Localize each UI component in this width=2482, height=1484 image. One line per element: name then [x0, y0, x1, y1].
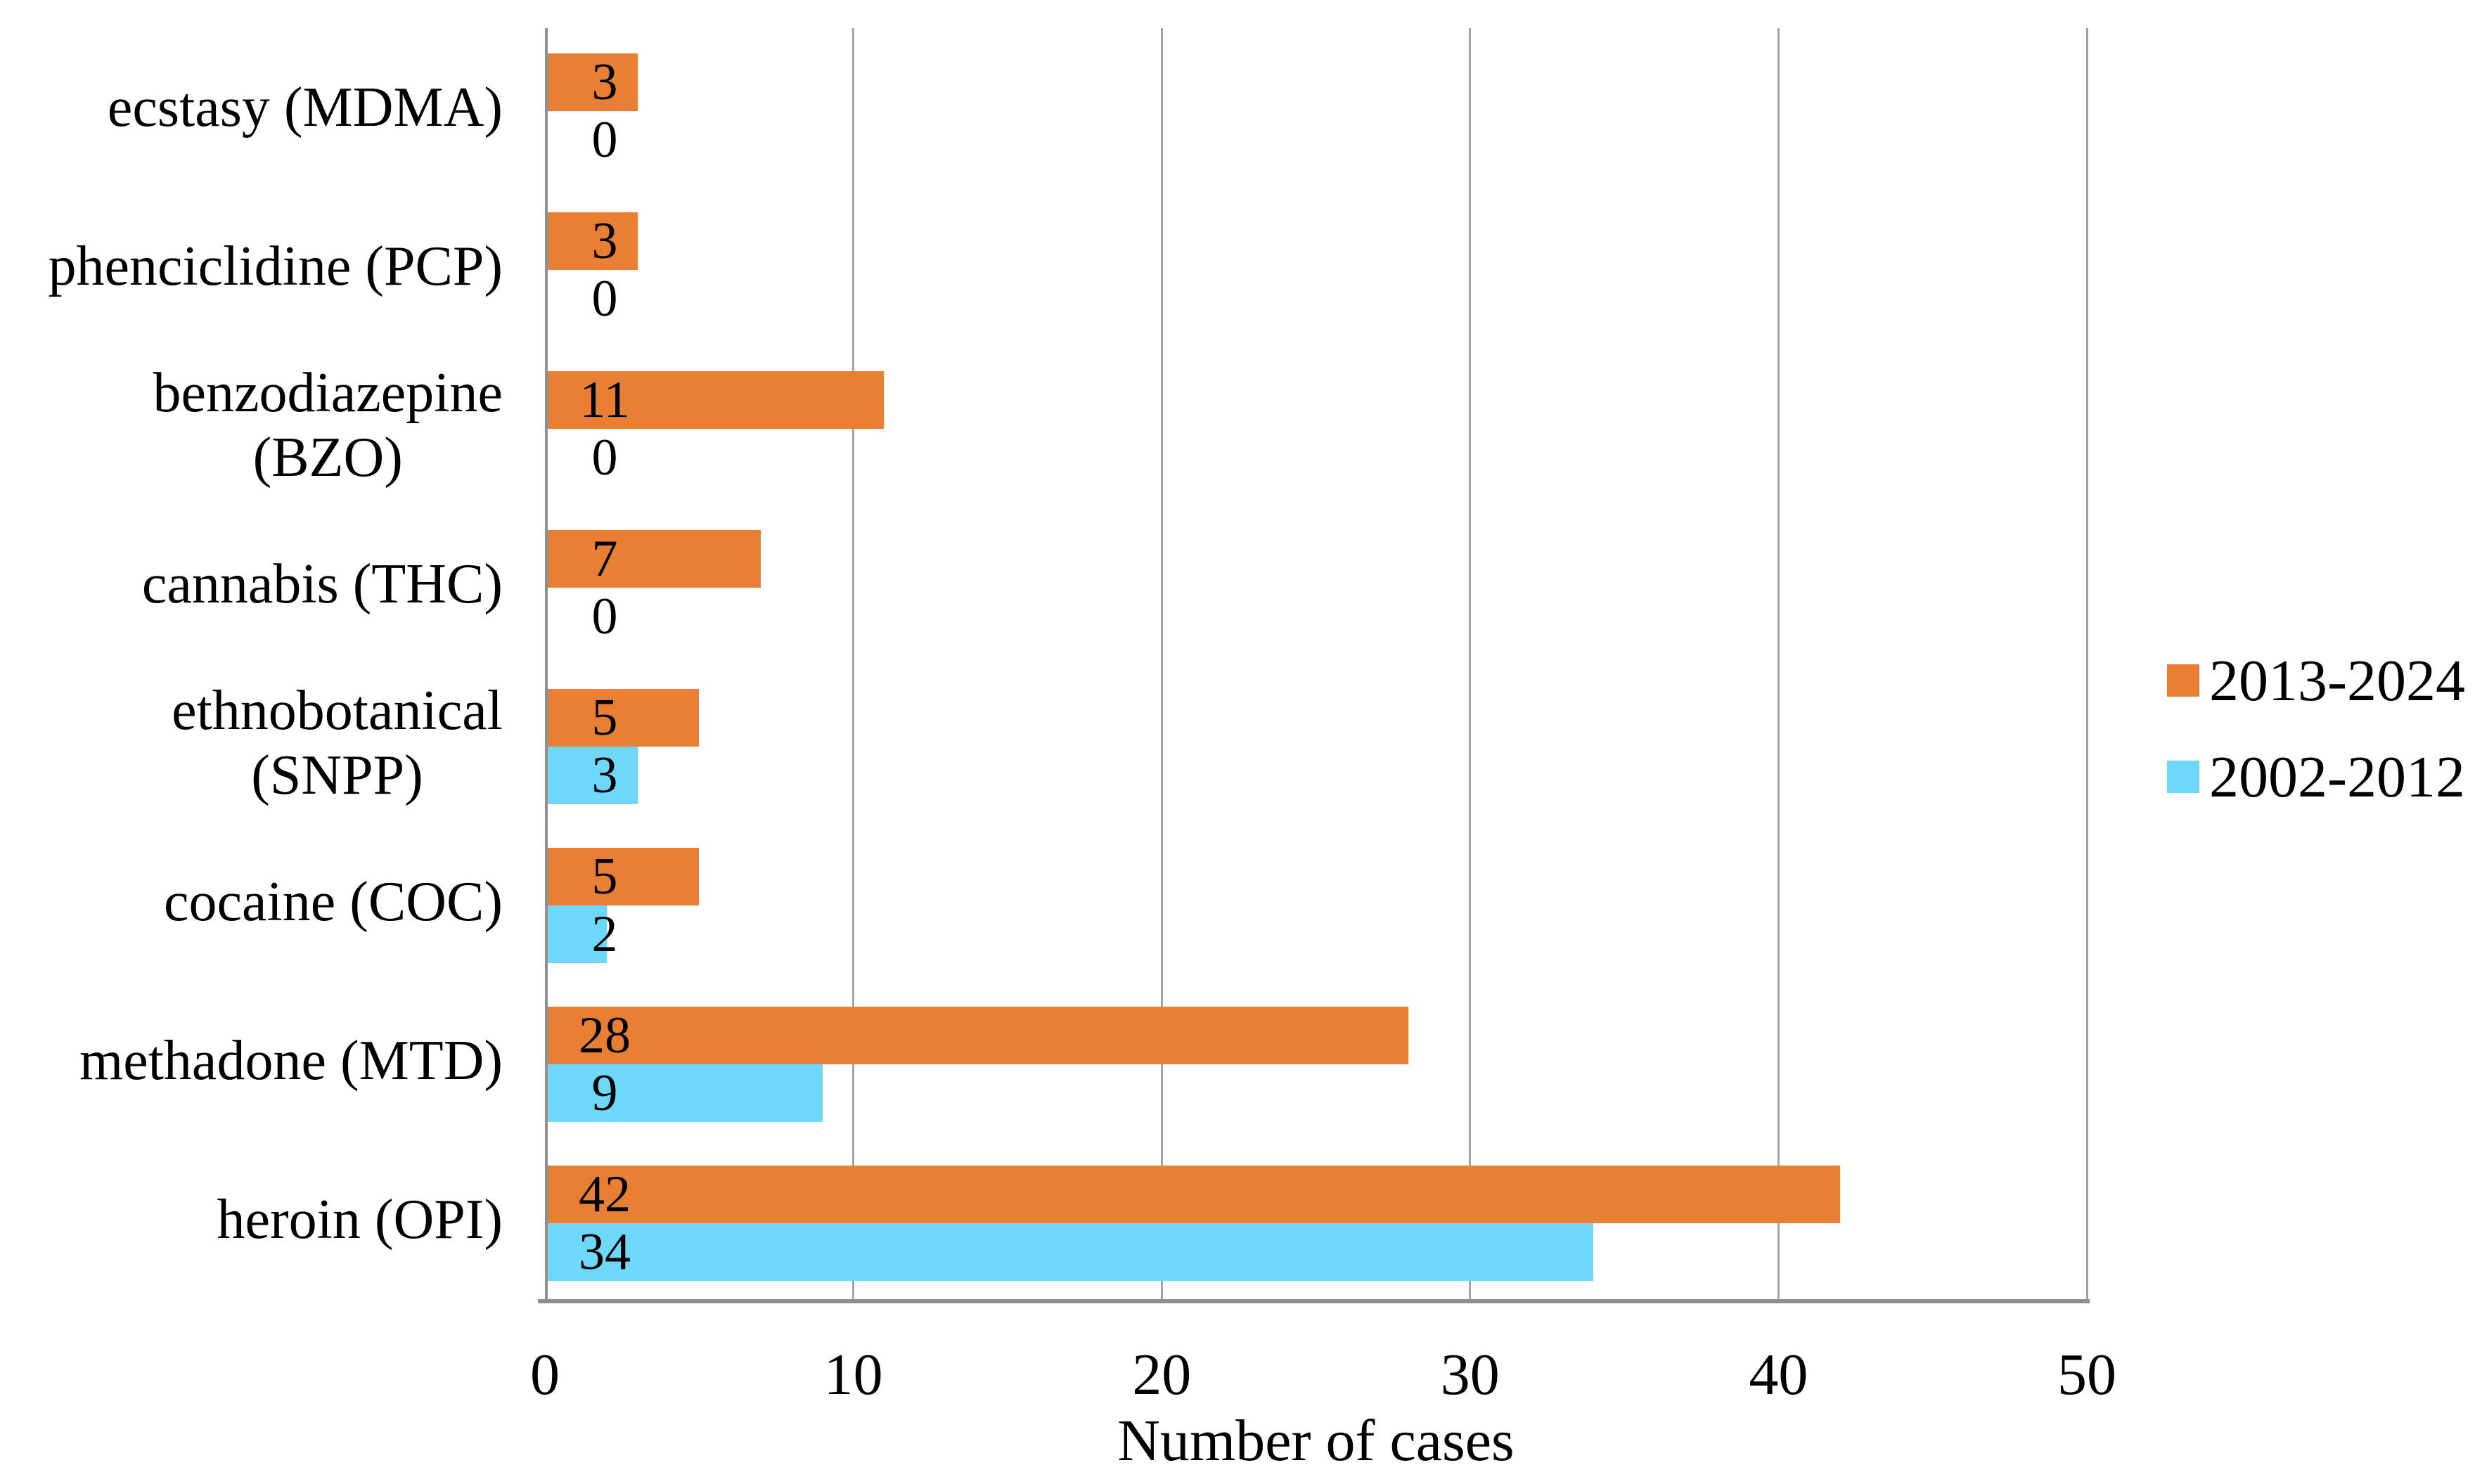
bar-2013-2024 — [545, 1007, 1408, 1064]
bar-2013-2024 — [545, 212, 638, 270]
bar-value-label: 28 — [579, 1007, 631, 1064]
gridline — [1777, 28, 1780, 1299]
bar-2013-2024 — [545, 1166, 1840, 1223]
legend-label: 2002-2012 — [2209, 744, 2465, 810]
category-label-line: cocaine (COC) — [163, 871, 503, 933]
bar-value-label: 0 — [591, 111, 618, 169]
bar-value-label: 2 — [591, 905, 618, 963]
category-label-line: methadone (MTD) — [79, 1030, 503, 1092]
category-label: heroin (OPI) — [217, 1140, 503, 1299]
x-axis-tick-label: 20 — [1132, 1342, 1192, 1407]
bar-value-label: 7 — [591, 530, 618, 588]
x-axis-tick-label: 50 — [2057, 1342, 2116, 1407]
bar-value-label: 0 — [591, 429, 618, 486]
x-axis-tick-label: 0 — [530, 1342, 560, 1407]
bar-2013-2024 — [545, 689, 699, 747]
plot-area: 3 0 3 0 11 0 7 0 5 3 5 2 28 9 42 34 — [545, 28, 2088, 1299]
bar-2002-2012 — [545, 1064, 823, 1122]
legend-item: 2002-2012 — [2167, 743, 2465, 811]
category-label: cocaine (COC) — [164, 822, 503, 981]
category-label-line: ecstasy (MDMA) — [107, 77, 503, 138]
bar-value-label: 3 — [591, 747, 618, 804]
bar-value-label: 0 — [591, 270, 618, 328]
category-label: cannabis (THC) — [142, 505, 503, 664]
bar-value-label: 3 — [591, 212, 618, 270]
bar-2013-2024 — [545, 848, 699, 905]
category-label: ecstasy (MDMA) — [108, 28, 503, 187]
legend-swatch-2002-2012 — [2167, 761, 2199, 793]
x-axis-tick-label: 10 — [823, 1342, 883, 1407]
category-label-line: cannabis (THC) — [141, 553, 503, 615]
category-label-line: (BZO) — [252, 427, 403, 489]
x-axis-tick-label: 30 — [1440, 1342, 1500, 1407]
bar-value-label: 0 — [591, 588, 618, 645]
bar-value-label: 34 — [579, 1223, 631, 1281]
bar-value-label: 9 — [591, 1064, 618, 1122]
category-label-line: (SNPP) — [251, 744, 423, 806]
gridline — [2085, 28, 2088, 1299]
y-axis-line — [545, 28, 548, 1303]
gridline — [1160, 28, 1163, 1299]
bar-value-label: 42 — [579, 1166, 631, 1223]
category-label-line: phenciclidine (PCP) — [48, 235, 503, 297]
category-label: benzodiazepine (BZO) — [153, 346, 503, 505]
bar-2013-2024 — [545, 530, 761, 588]
bar-2013-2024 — [545, 53, 638, 111]
bar-value-label: 5 — [591, 848, 618, 905]
x-axis-tick-label: 40 — [1749, 1342, 1808, 1407]
legend-swatch-2013-2024 — [2167, 664, 2199, 697]
x-axis-title: Number of cases — [1117, 1408, 1515, 1473]
bar-2002-2012 — [545, 747, 638, 804]
category-label-line: ethnobotanical — [172, 680, 503, 742]
category-label: methadone (MTD) — [79, 981, 503, 1140]
legend: 2013-2024 2002-2012 — [2167, 0, 2482, 1484]
bar-2002-2012 — [545, 1223, 1593, 1281]
category-label-line: heroin (OPI) — [217, 1189, 503, 1251]
legend-label: 2013-2024 — [2209, 647, 2465, 714]
gridline — [852, 28, 855, 1299]
bar-2002-2012 — [545, 905, 607, 963]
category-label-line: benzodiazepine — [153, 362, 503, 424]
bar-value-label: 5 — [591, 689, 618, 747]
x-axis-line — [538, 1299, 2090, 1303]
category-label: phenciclidine (PCP) — [48, 187, 503, 346]
bar-value-label: 11 — [579, 371, 630, 429]
gridline — [1469, 28, 1472, 1299]
category-label: ethnobotanical (SNPP) — [172, 664, 503, 822]
bar-2013-2024 — [545, 371, 884, 429]
bar-value-label: 3 — [591, 53, 618, 111]
legend-item: 2013-2024 — [2167, 647, 2465, 714]
